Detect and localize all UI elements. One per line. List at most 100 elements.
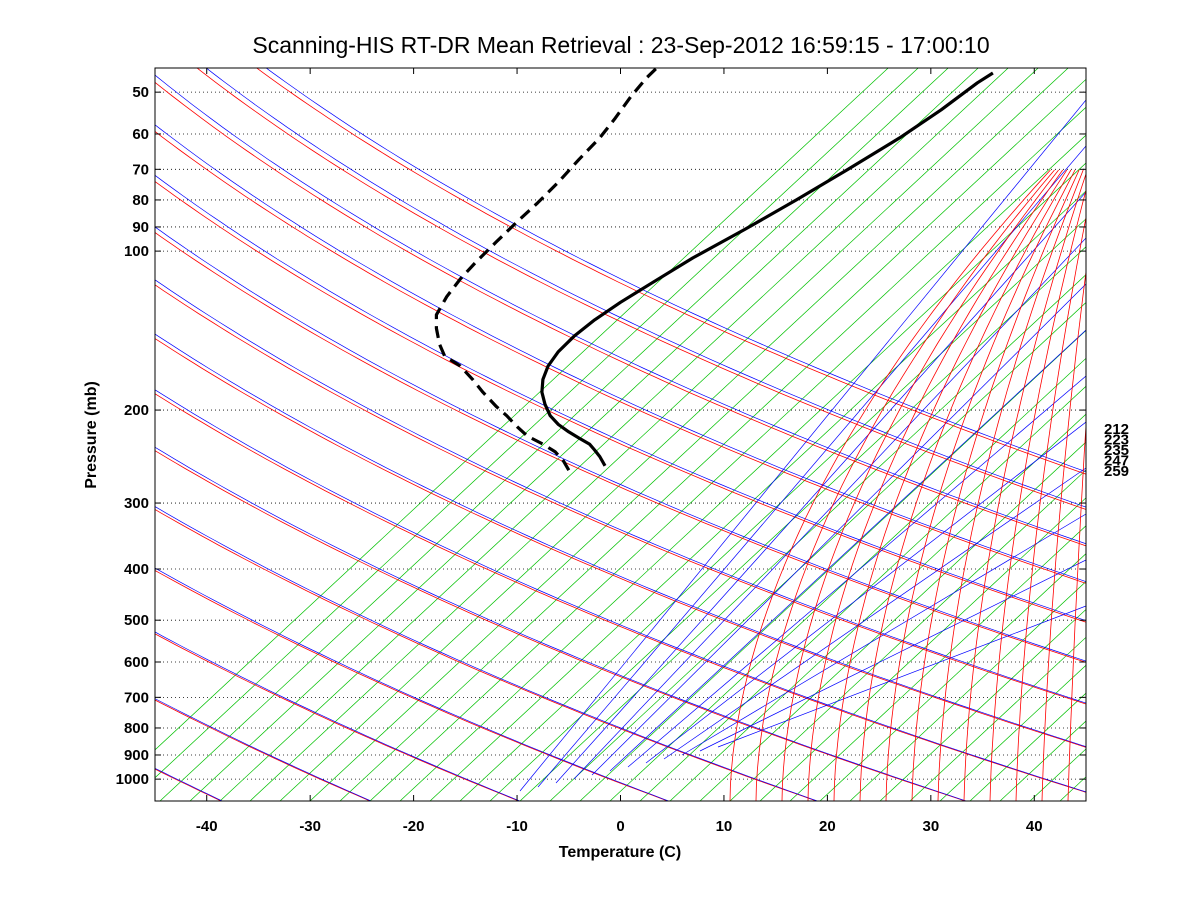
y-tick-label: 400 [124, 561, 149, 578]
isotherm-line [549, 302, 1086, 801]
saturation-curve [911, 169, 1080, 801]
y-tick-label: 90 [132, 219, 149, 236]
x-tick-label: -30 [299, 818, 321, 835]
saturation-curve [781, 169, 1059, 801]
dry-adiabat-line [155, 180, 1086, 623]
dry-adiabat-line [155, 284, 1086, 705]
isotherm-line [369, 134, 1086, 801]
saturation-curve [833, 169, 1068, 801]
isotherm-line [279, 68, 1069, 801]
y-tick-label: 60 [132, 126, 149, 143]
isotherm-line [1029, 748, 1086, 801]
isotherm-line [1059, 776, 1086, 801]
isotherm-line [249, 68, 1039, 801]
dry-adiabat-line [155, 232, 1086, 663]
dry-adiabat-line [155, 450, 967, 801]
saturation-curve [807, 169, 1064, 801]
saturation-curve [963, 172, 1086, 801]
side-label: 235 [1104, 442, 1129, 459]
dry-adiabat-line [155, 570, 669, 801]
x-tick-label: 40 [1026, 818, 1043, 835]
isotherm-line [519, 274, 1086, 801]
mixing-ratio-line [573, 237, 1086, 780]
y-tick-label: 70 [132, 161, 149, 178]
side-label: 247 [1104, 453, 1129, 470]
moist-adiabat-line [265, 68, 1086, 472]
isotherm-line [219, 68, 1009, 801]
isotherm-line [1090, 0, 1200, 801]
mixing-ratio-line [681, 513, 1086, 756]
dry-adiabat-line [155, 509, 818, 801]
y-tick-label: 800 [124, 720, 149, 737]
saturation-curve [729, 169, 1051, 801]
isotherm-line [459, 218, 1086, 801]
moist-adiabat-line [155, 174, 1086, 622]
saturation-curve [885, 169, 1076, 801]
saturation-curve [1015, 215, 1086, 801]
isotherm-line [849, 581, 1086, 801]
y-tick-label: 900 [124, 747, 149, 764]
mixing-ratio-line [645, 421, 1086, 764]
mixing-ratio-line [537, 145, 1086, 788]
side-label: 212 [1104, 421, 1129, 438]
dry-adiabat-line [155, 338, 1086, 748]
saturation-curve [1041, 268, 1086, 801]
y-tick-label: 80 [132, 192, 149, 209]
dry-adiabat-line [256, 68, 1086, 475]
isotherm-line [879, 608, 1086, 801]
temperature-profile-line [540, 71, 994, 467]
saturation-curve [859, 169, 1072, 801]
dry-adiabat-line [0, 41, 87, 808]
moist-adiabat-line [155, 631, 521, 801]
profile-series [434, 68, 994, 472]
moist-adiabat-line [155, 389, 1086, 793]
y-tick-label: 1000 [116, 771, 149, 788]
x-tick-label: 20 [819, 818, 836, 835]
y-tick-label: 100 [124, 243, 149, 260]
mixing-ratio-line [609, 329, 1086, 772]
isotherm-line [819, 553, 1086, 801]
moist-adiabat-line [0, 41, 88, 808]
y-tick-label: 700 [124, 689, 149, 706]
moist-adiabat-line [155, 74, 1086, 545]
moist-adiabat-line [155, 226, 1086, 662]
isotherm-line [429, 190, 1086, 801]
moist-adiabat-line [155, 279, 1086, 704]
isotherm-line [639, 385, 1086, 801]
y-tick-label: 500 [124, 612, 149, 629]
mixing-ratio-line [591, 283, 1086, 776]
x-tick-label: 30 [922, 818, 939, 835]
dry-adiabat-line [155, 768, 223, 801]
x-axis-ticks: -40 -30 -20 -10 0 10 20 30 40 [196, 68, 1043, 835]
y-tick-label: 600 [124, 654, 149, 671]
moist-adiabat-line [155, 567, 670, 801]
y-tick-label: 50 [132, 84, 149, 101]
moist-adiabat-line [155, 124, 1086, 582]
dry-adiabat-line [155, 81, 1086, 547]
mixing-ratio-line [663, 467, 1086, 760]
y-tick-label: 300 [124, 495, 149, 512]
isotherm-line [1120, 0, 1200, 801]
y-tick-label: 200 [124, 402, 149, 419]
x-tick-label: -40 [196, 818, 218, 835]
isotherm-line [1180, 0, 1200, 801]
moist-adiabat-line [155, 506, 819, 801]
side-label: 259 [1104, 463, 1129, 480]
moist-adiabat-line [155, 446, 968, 801]
dry-adiabat-line [155, 633, 520, 801]
isotherm-line [339, 106, 1086, 801]
dry-adiabat-line [196, 68, 1086, 510]
dry-adiabat-line [155, 699, 372, 801]
thermo-background-lines [0, 0, 1200, 808]
isotherm-line [155, 68, 919, 779]
isotherm-line [155, 68, 889, 751]
isotherm-line [309, 78, 1086, 801]
plot-frame [154, 67, 1087, 802]
x-axis-label: Temperature (C) [559, 844, 681, 861]
isotherm-line [489, 246, 1086, 801]
isotherm-line [669, 413, 1086, 801]
moist-adiabat-line [205, 68, 1086, 508]
isotherm-line [1150, 0, 1200, 801]
